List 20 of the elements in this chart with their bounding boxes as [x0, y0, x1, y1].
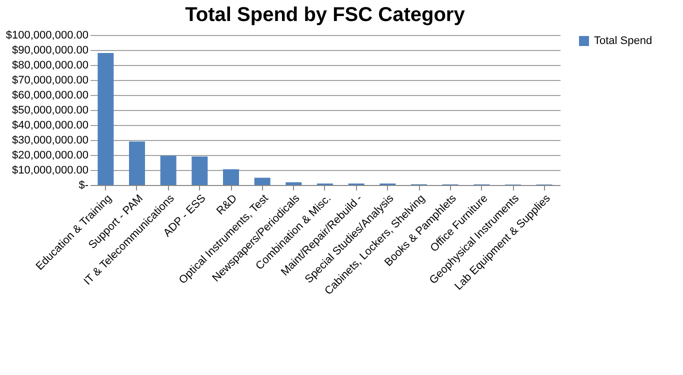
- y-tick-label: $30,000,000.00: [12, 134, 88, 146]
- y-tick-label: $60,000,000.00: [12, 90, 88, 102]
- bar: [98, 53, 114, 185]
- y-tick-label: $-: [78, 180, 89, 192]
- bar: [129, 142, 145, 185]
- bar: [254, 178, 270, 185]
- bar: [160, 156, 176, 185]
- y-tick-label: $100,000,000.00: [6, 30, 88, 42]
- y-tick-label: $10,000,000.00: [12, 164, 88, 176]
- bar: [192, 156, 208, 185]
- y-tick-label: $40,000,000.00: [12, 120, 88, 132]
- y-tick-label: $80,000,000.00: [12, 60, 88, 72]
- y-tick-label: $20,000,000.00: [12, 150, 88, 162]
- y-tick-label: $90,000,000.00: [12, 44, 88, 56]
- bar: [223, 169, 239, 185]
- y-tick-label: $70,000,000.00: [12, 74, 88, 86]
- bar: [286, 182, 302, 185]
- y-tick-label: $50,000,000.00: [12, 104, 88, 116]
- legend-label: Total Spend: [594, 35, 652, 47]
- chart-title: Total Spend by FSC Category: [185, 4, 466, 26]
